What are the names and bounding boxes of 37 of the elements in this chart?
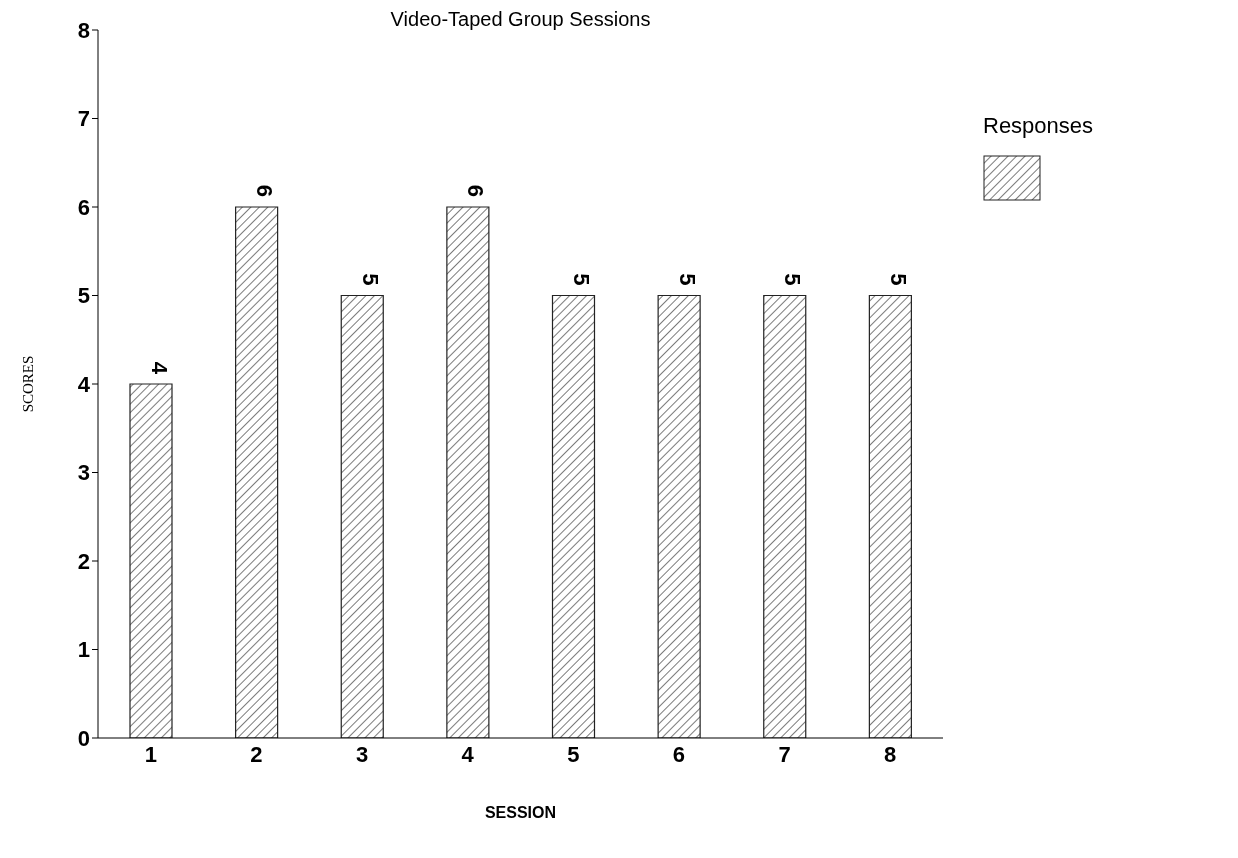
- y-tick-label: 6: [77, 194, 90, 220]
- bar: [657, 294, 701, 738]
- y-tick-label: 0: [77, 725, 90, 751]
- bar: [129, 383, 173, 738]
- y-tick-label: 8: [77, 17, 90, 43]
- x-tick-label: 6: [672, 741, 686, 767]
- bar: [340, 294, 384, 738]
- y-tick-label: 3: [77, 460, 90, 486]
- bar: [868, 294, 912, 738]
- y-tick-label: 1: [77, 637, 90, 663]
- data-label: 6: [463, 184, 489, 197]
- y-tick-label: 2: [77, 548, 90, 574]
- bar: [235, 206, 279, 738]
- data-label: 4: [146, 361, 172, 375]
- x-tick-label: 4: [461, 741, 475, 767]
- x-tick-label: 8: [884, 741, 897, 767]
- x-axis-title: SESSION: [484, 804, 557, 821]
- y-tick-label: 7: [77, 106, 90, 132]
- y-tick-label: 4: [77, 371, 91, 397]
- bar: [763, 294, 807, 738]
- chart-title: Video-Taped Group Sessions: [389, 8, 652, 31]
- x-tick-label: 1: [144, 741, 157, 767]
- x-tick-label: 7: [778, 741, 791, 767]
- x-tick-label: 2: [250, 741, 263, 767]
- data-label: 5: [674, 273, 700, 286]
- bar: [551, 294, 596, 738]
- y-tick-label: 5: [77, 283, 90, 309]
- data-label: 5: [780, 273, 806, 286]
- text: Responses: [983, 113, 1094, 139]
- bar: [446, 206, 490, 738]
- data-label: 5: [885, 273, 911, 286]
- data-label: 6: [252, 184, 278, 197]
- x-tick-label: 3: [355, 741, 369, 767]
- y-axis-title: SCORES: [20, 355, 37, 413]
- data-label: 5: [569, 273, 594, 286]
- x-tick-label: 5: [567, 741, 580, 767]
- data-label: 5: [357, 273, 383, 286]
